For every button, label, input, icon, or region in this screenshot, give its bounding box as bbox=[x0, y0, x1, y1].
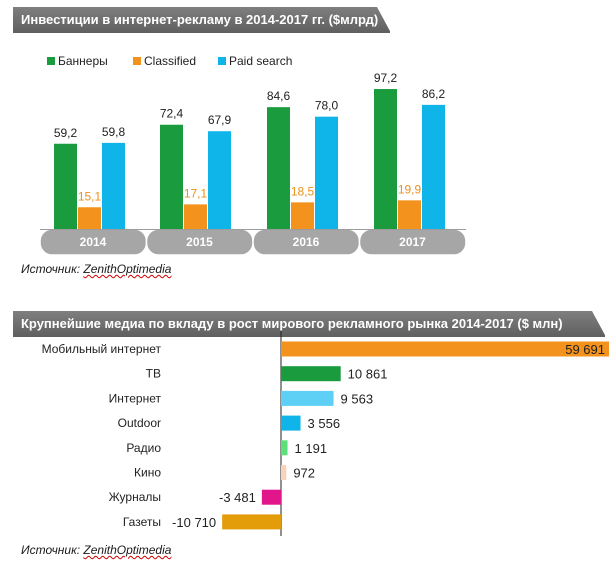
bar-Classified-2017 bbox=[398, 200, 421, 229]
chart2-svg: Мобильный интернет 59 691 ТВ 10 861 Интернет… bbox=[42, 331, 609, 536]
bar-Баннеры-2016 bbox=[267, 107, 290, 229]
bar-Classified-2015 bbox=[184, 204, 207, 229]
data-label-Баннеры-2015: 72,4 bbox=[160, 107, 184, 121]
data-label-Paid search-2017: 86,2 bbox=[422, 87, 446, 101]
category-label-0: Мобильный интернет bbox=[42, 342, 162, 356]
bar-ТВ bbox=[281, 366, 341, 382]
bar-Paid search-2016 bbox=[315, 116, 338, 229]
data-label-Paid search-2016: 78,0 bbox=[315, 99, 339, 113]
value-label-0: 59 691 bbox=[565, 342, 605, 357]
legend-label-2: Paid search bbox=[229, 54, 292, 68]
category-label-5: Кино bbox=[134, 466, 161, 480]
bar-Журналы bbox=[261, 489, 281, 505]
value-label-7: -10 710 bbox=[172, 515, 216, 530]
bar-Paid search-2017 bbox=[422, 104, 445, 229]
bar-Баннеры-2015 bbox=[160, 124, 183, 229]
category-label-1: ТВ bbox=[146, 367, 161, 381]
bar-Paid search-2014 bbox=[102, 142, 125, 229]
bar-Радио bbox=[281, 440, 288, 456]
value-label-2: 9 563 bbox=[341, 391, 374, 406]
bar-Баннеры-2014 bbox=[54, 143, 77, 229]
data-label-Paid search-2015: 67,9 bbox=[208, 113, 232, 127]
value-label-5: 972 bbox=[293, 466, 315, 481]
data-label-Classified-2015: 17,1 bbox=[184, 186, 208, 200]
bar-Classified-2014 bbox=[78, 207, 101, 229]
chart1-source: Источник: ZenithOptimedia bbox=[21, 262, 171, 276]
category-label-2015: 2015 bbox=[186, 235, 213, 249]
category-label-7: Газеты bbox=[123, 515, 161, 529]
legend-swatch-0 bbox=[47, 57, 55, 65]
category-label-2014: 2014 bbox=[80, 235, 107, 249]
value-label-4: 1 191 bbox=[295, 441, 328, 456]
data-label-Paid search-2014: 59,8 bbox=[102, 125, 126, 139]
legend-swatch-2 bbox=[218, 57, 226, 65]
chart2-source-name: ZenithOptimedia bbox=[83, 543, 172, 557]
bar-Газеты bbox=[222, 514, 281, 530]
data-label-Баннеры-2014: 59,2 bbox=[54, 126, 78, 140]
data-label-Classified-2014: 15,1 bbox=[78, 189, 102, 203]
category-label-4: Радио bbox=[126, 441, 161, 455]
data-label-Classified-2016: 18,5 bbox=[291, 184, 315, 198]
value-label-3: 3 556 bbox=[308, 416, 341, 431]
category-label-2: Интернет bbox=[109, 391, 162, 405]
bar-Мобильный интернет bbox=[281, 341, 609, 357]
chart2-source-prefix: Источник: bbox=[21, 543, 84, 557]
legend-label-0: Баннеры bbox=[58, 54, 108, 68]
bar-Баннеры-2017 bbox=[374, 89, 397, 229]
legend-label-1: Classified bbox=[144, 54, 196, 68]
bar-Outdoor bbox=[281, 415, 301, 431]
data-label-Баннеры-2016: 84,6 bbox=[267, 89, 291, 103]
bar-Classified-2016 bbox=[291, 202, 314, 229]
bar-Интернет bbox=[281, 390, 334, 406]
chart1-source-prefix: Источник: bbox=[21, 262, 84, 276]
value-label-1: 10 861 bbox=[348, 367, 388, 382]
chart2-title-banner: Крупнейшие медиа по вкладу в рост мирово… bbox=[13, 311, 605, 337]
category-label-3: Outdoor bbox=[118, 416, 161, 430]
bar-Paid search-2015 bbox=[208, 131, 231, 229]
category-label-6: Журналы bbox=[109, 490, 161, 504]
chart1-title-banner: Инвестиции в интернет-рекламу в 2014-201… bbox=[13, 7, 390, 33]
bar-Кино bbox=[281, 465, 287, 480]
category-label-2017: 2017 bbox=[399, 235, 426, 249]
chart2-source: Источник: ZenithOptimedia bbox=[21, 543, 171, 557]
value-label-6: -3 481 bbox=[219, 490, 256, 505]
legend-swatch-1 bbox=[133, 57, 141, 65]
category-label-2016: 2016 bbox=[293, 235, 320, 249]
chart1-source-name: ZenithOptimedia bbox=[83, 262, 172, 276]
data-label-Classified-2017: 19,9 bbox=[398, 182, 422, 196]
data-label-Баннеры-2017: 97,2 bbox=[374, 71, 398, 85]
chart1-svg: Баннеры Classified Paid search 2014 2015 2016… bbox=[39, 54, 467, 256]
